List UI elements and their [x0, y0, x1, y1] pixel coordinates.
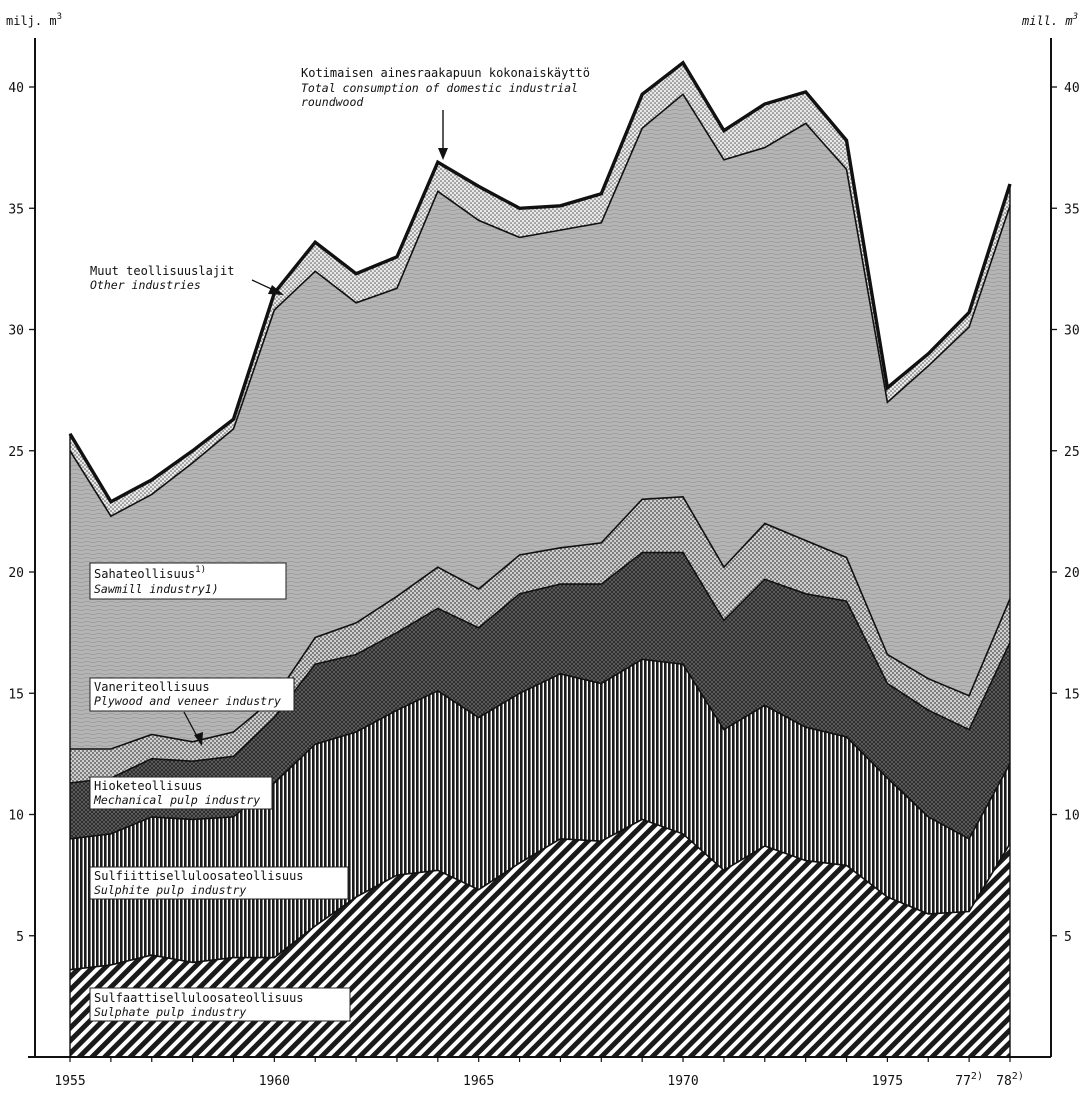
saha-fi-text: Sahateollisuus — [94, 567, 195, 581]
unit-left-text: milj. m — [6, 14, 57, 28]
y-tick-label-left-35: 35 — [8, 202, 24, 217]
boundary-sulphite-pulp-industry — [69, 658, 1011, 840]
x-tick-label-1965: 1965 — [463, 1074, 494, 1089]
unit-right-text: mill. m — [1021, 14, 1073, 28]
total-label-fi: Kotimaisen ainesraakapuun kokonaiskäyttö — [301, 66, 590, 80]
unit-left-sup: 3 — [57, 12, 62, 22]
saha-label-fi: Sahateollisuus1) — [94, 565, 206, 581]
total-label-en-1: Total consumption of domestic industrial — [301, 81, 578, 95]
x-tick-label-1955: 1955 — [54, 1074, 85, 1089]
x-tick-label-1960: 1960 — [259, 1074, 290, 1089]
y-ticks: 5 5 10 10 15 15 20 20 25 25 30 30 35 35 40 40 — [8, 81, 1079, 945]
sulfiitti-label-en: Sulphite pulp industry — [94, 883, 246, 897]
x-tick-label-1975: 1975 — [872, 1074, 903, 1089]
area-layers — [70, 62, 1010, 1057]
y-tick-label-right-40: 40 — [1064, 81, 1080, 96]
sulfaatti-label-box — [89, 987, 351, 1022]
y-tick-label-left-5: 5 — [16, 930, 24, 945]
boundary-mechanical-pulp-industry — [69, 551, 1011, 784]
boundary-sulphate-pulp-industry — [69, 818, 1011, 971]
total-arrow-head — [438, 148, 448, 160]
y-tick-label-left-30: 30 — [8, 324, 24, 339]
y-tick-label-right-5: 5 — [1064, 930, 1072, 945]
sulfaatti-label-fi: Sulfaattiselluloosateollisuus — [94, 991, 304, 1005]
area-mechanical-pulp-industry — [70, 552, 1010, 839]
hioke-label-box — [89, 776, 273, 810]
y-tick-label-left-10: 10 — [8, 809, 24, 824]
sulfaatti-label-en: Sulphate pulp industry — [94, 1005, 246, 1019]
y-tick-label-right-25: 25 — [1064, 445, 1080, 460]
hioke-label-fi: Hioketeollisuus — [94, 779, 202, 793]
y-tick-label-left-40: 40 — [8, 81, 24, 96]
y-tick-label-left-20: 20 — [8, 566, 24, 581]
y-tick-label-right-30: 30 — [1064, 324, 1080, 339]
total-line — [68, 60, 1012, 504]
vaneri-label-box — [89, 677, 295, 712]
area-sawmill-industry — [70, 94, 1010, 750]
vaneri-arrow-head — [194, 732, 203, 746]
x-ticks: 1955 1960 1965 1970 1975 772) 782) — [54, 1057, 1024, 1089]
boundary-plywood-and-veneer-industry — [70, 495, 1011, 750]
vaneri-label-fi: Vaneriteollisuus — [94, 680, 210, 694]
unit-right-sup: 3 — [1072, 12, 1078, 22]
vaneri-label-en: Plywood and veneer industry — [94, 694, 281, 708]
layer-boundaries — [68, 60, 1012, 1057]
x-tick-label-1978: 782) — [996, 1071, 1024, 1089]
saha-fi-sup: 1) — [195, 565, 206, 575]
y-tick-label-right-15: 15 — [1064, 687, 1080, 702]
sulfiitti-label-box — [89, 866, 349, 900]
area-plywood-and-veneer-industry — [70, 496, 1010, 783]
y-tick-label-left-15: 15 — [8, 687, 24, 702]
saha-label-en: Sawmill industry1) — [94, 582, 219, 596]
y-tick-label-right-10: 10 — [1064, 809, 1080, 824]
y-tick-label-right-20: 20 — [1064, 566, 1080, 581]
y-tick-label-left-25: 25 — [8, 445, 24, 460]
unit-label-right: mill. m3 — [1021, 12, 1078, 28]
boundary-sawmill-industry — [69, 93, 1011, 518]
unit-label-left: milj. m3 — [6, 12, 62, 28]
muut-label-en: Other industries — [90, 278, 201, 292]
saha-label-box — [89, 562, 287, 600]
muut-arrow-head — [268, 285, 284, 295]
total-label-en-2: roundwood — [301, 95, 364, 109]
x-tick-label-1970: 1970 — [667, 1074, 698, 1089]
y-tick-label-right-35: 35 — [1064, 202, 1080, 217]
muut-label-fi: Muut teollisuuslajit — [90, 264, 235, 278]
x-tick-label-1977: 772) — [955, 1071, 983, 1089]
hioke-label-en: Mechanical pulp industry — [93, 793, 260, 807]
sulfiitti-label-fi: Sulfiittiselluloosateollisuus — [94, 869, 304, 883]
